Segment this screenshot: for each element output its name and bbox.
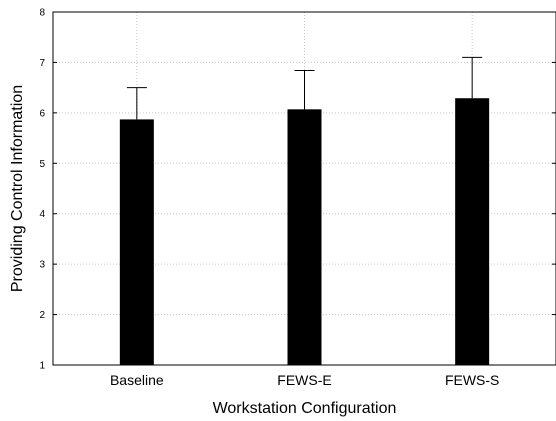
x-axis-title: Workstation Configuration: [213, 400, 397, 417]
y-tick-label: 4: [39, 209, 45, 220]
y-tick-label: 6: [39, 108, 45, 119]
x-tick-label: Baseline: [110, 372, 164, 388]
x-tick-label: FEWS-E: [277, 372, 331, 388]
y-axis-title: Providing Control Information: [9, 85, 26, 292]
y-tick-label: 7: [39, 58, 45, 69]
x-tick-labels: Baseline FEWS-E FEWS-S: [110, 361, 499, 388]
bar-fews-e: [287, 109, 322, 365]
bar-fews-s: [455, 98, 490, 366]
x-tick-label: FEWS-S: [445, 372, 499, 388]
bars: [119, 98, 490, 366]
y-tick-labels: 1 2 3 4 5 6 7 8: [39, 8, 556, 372]
bar-baseline: [119, 119, 154, 365]
y-tick-label: 3: [39, 260, 45, 271]
y-tick-label: 5: [39, 159, 45, 170]
y-tick-label: 2: [39, 310, 45, 321]
y-tick-label: 1: [39, 361, 45, 372]
error-bars: [126, 56, 483, 120]
y-tick-label: 8: [39, 8, 45, 19]
